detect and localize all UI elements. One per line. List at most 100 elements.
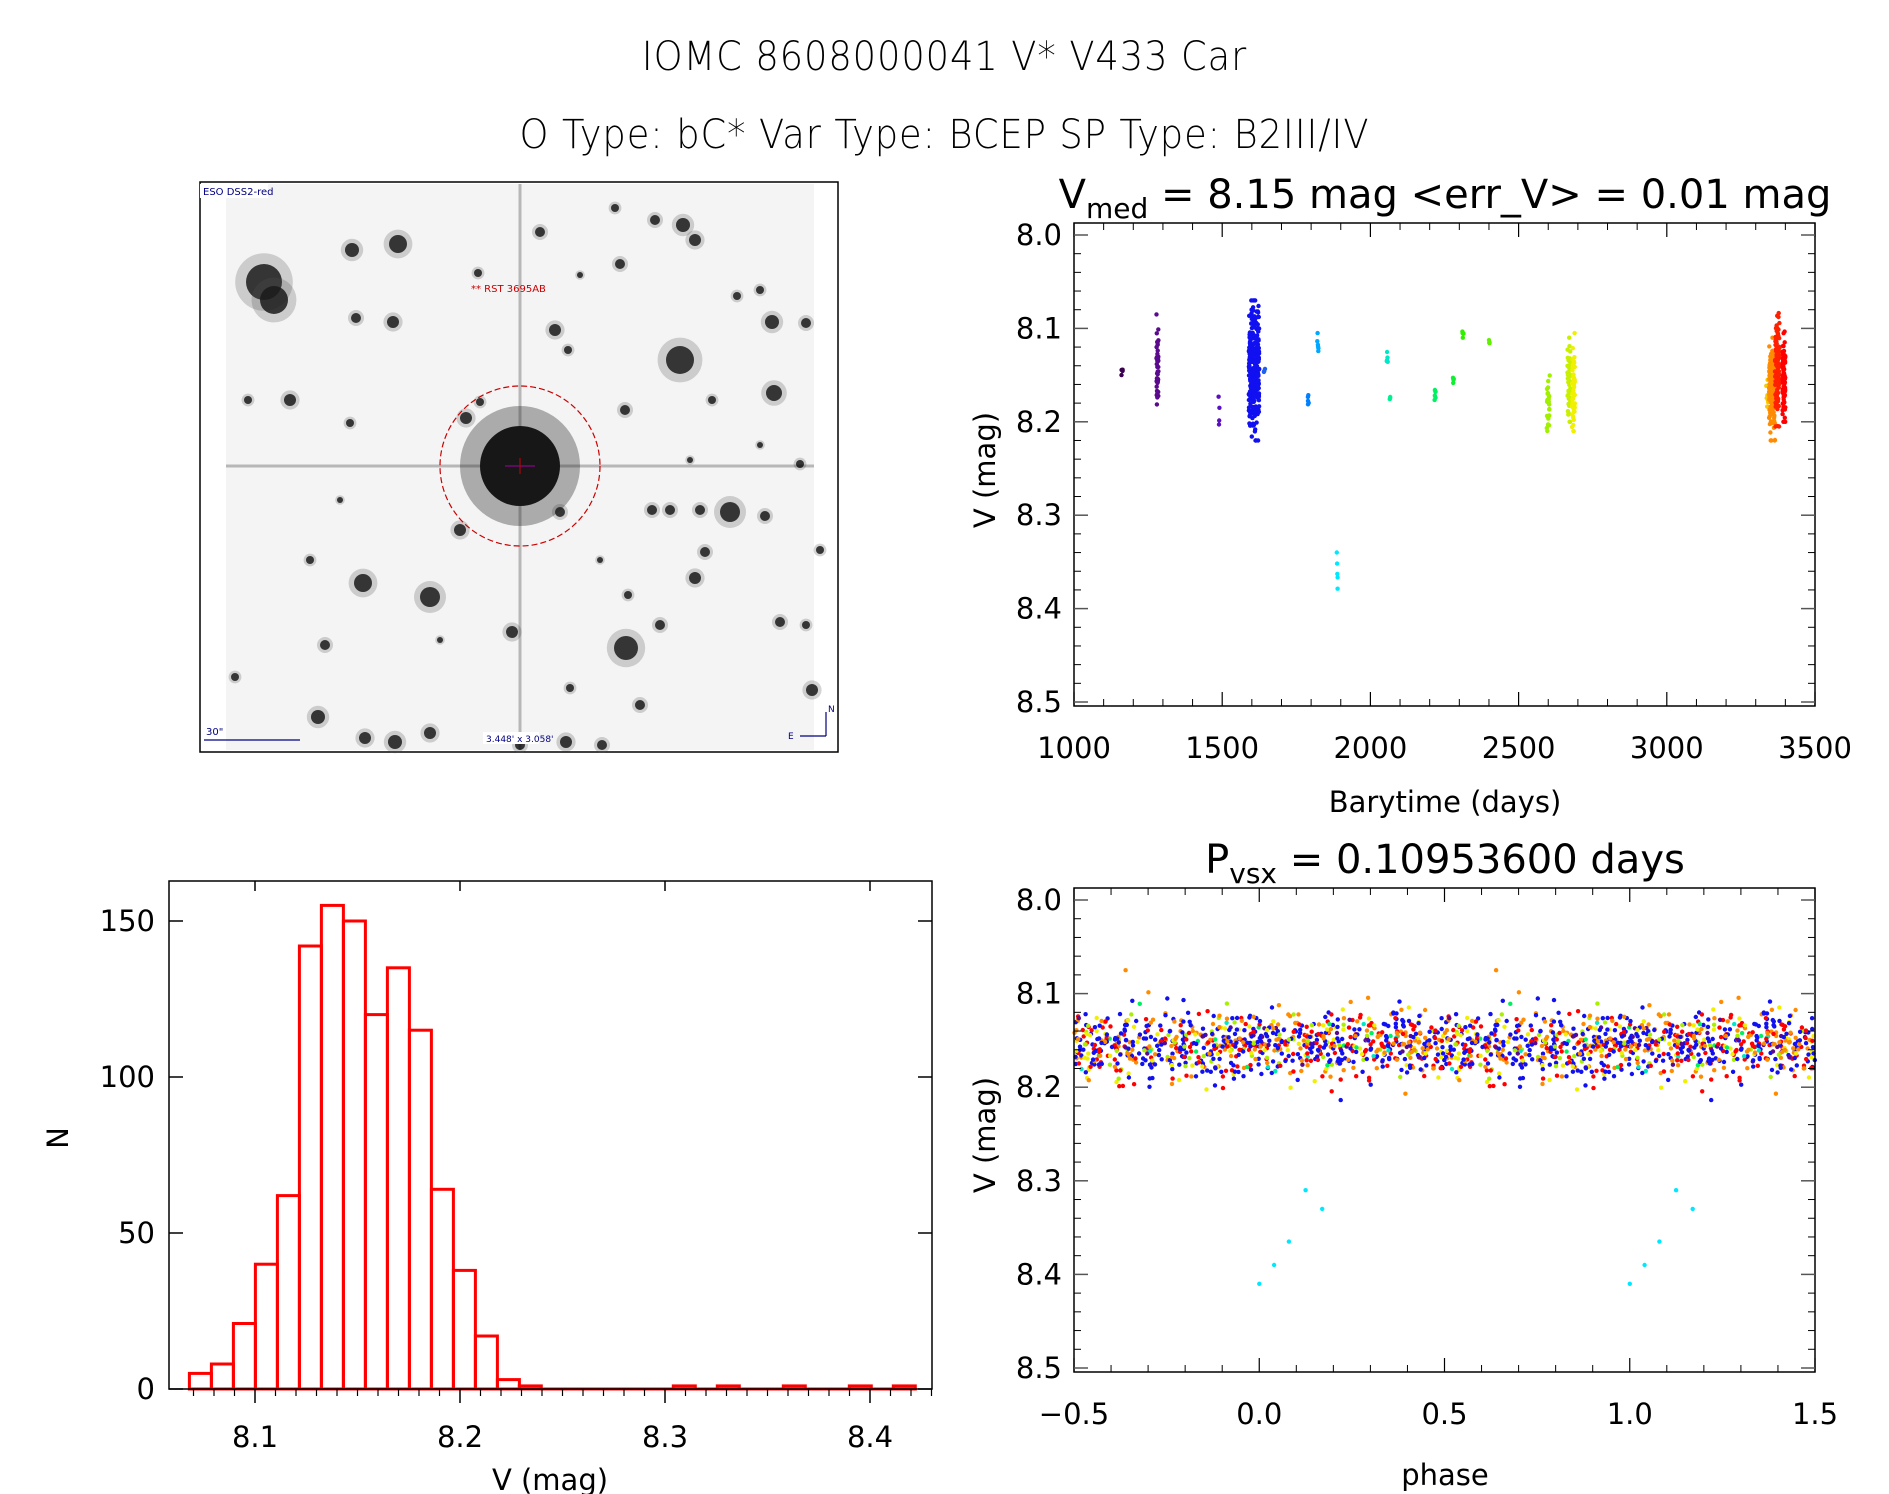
phased-title-main: P [1205,837,1229,883]
phased-point [1710,1051,1716,1056]
phased-point [1718,1034,1724,1040]
lightcurve-point [1247,358,1252,364]
phased-point [1235,1064,1240,1069]
phased-point [1737,1016,1742,1021]
phased-point [1717,1025,1722,1030]
phased-point [1211,1043,1217,1048]
phased-point [1453,1012,1459,1017]
phased-point [1483,1037,1488,1042]
lightcurve-point [1547,373,1552,378]
phased-point [1488,1052,1494,1057]
phased-point [1404,1070,1410,1075]
phased-point [1739,1030,1745,1036]
phased-point [1643,1068,1649,1074]
phased-point [1335,1058,1341,1064]
lightcurve-point [1774,341,1779,346]
phased-point [1554,1050,1560,1055]
phased-point [1369,1030,1374,1036]
star [244,396,252,404]
phased-point [1595,1016,1600,1021]
phased-point [1321,1023,1326,1028]
phased-point [1551,1019,1557,1024]
phased-point [1187,1044,1193,1050]
phased-point [1489,1031,1494,1036]
phased-point [1337,1042,1342,1048]
x-tick-label: 1.0 [1607,1397,1653,1431]
phased-point [1636,1064,1641,1070]
phased-point [1102,1039,1108,1045]
phased-point [1581,1056,1587,1062]
phased-point [1304,1058,1309,1063]
phased-point [1215,1051,1221,1057]
phased-point [1626,1062,1632,1067]
phased-point [1658,1085,1664,1090]
lightcurve-point [1255,438,1261,443]
lightcurve-point [1335,571,1340,577]
phased-point [1329,1012,1334,1017]
phased-point [1276,1003,1282,1008]
phased-point [1228,1048,1233,1054]
phased-point [1368,1042,1373,1047]
phased-point [1794,1051,1799,1056]
phased-point [1554,1073,1560,1078]
phased-point [1503,1056,1509,1061]
phased-point [1274,1037,1279,1042]
phased-point [1683,1079,1688,1084]
phased-point [1650,1051,1655,1056]
phased-point [1328,1074,1333,1079]
phased-point [1475,1032,1480,1037]
lightcurve-point [1570,396,1576,401]
phased-point [1792,1055,1797,1061]
lightcurve-point [1154,356,1159,361]
lightcurve-point [1315,344,1321,349]
lightcurve-point [1251,319,1256,325]
phased-point [1221,1038,1227,1044]
phased-point [1329,1062,1335,1067]
phased-point [1118,1031,1124,1036]
phased-point [1492,1027,1498,1032]
star [615,259,625,269]
phased-point [1699,1026,1704,1032]
star [306,556,314,564]
histogram-bar [319,903,345,1391]
phased-point [1717,1017,1723,1022]
phased-point [1455,1031,1460,1037]
phased-point [1806,1052,1811,1057]
phased-point [1310,1044,1315,1050]
phased-point [1755,1063,1761,1069]
phased-point [1804,1056,1809,1062]
lightcurve-point [1254,382,1259,387]
phased-point [1368,1082,1373,1087]
y-tick-label: 8.2 [1016,1070,1062,1104]
lightcurve-point [1775,361,1780,367]
y-tick-label: 8.5 [1016,685,1062,719]
lightcurve-point [1572,364,1577,370]
lightcurve-point [1546,413,1552,419]
phased-point [1666,1012,1672,1017]
phased-point [1488,1011,1493,1017]
phased-point [1725,1019,1730,1024]
phased-point [1299,1058,1305,1063]
phased-point [1291,1012,1296,1017]
phased-point [1200,1034,1205,1039]
phased-point [1723,1034,1729,1039]
phased-point [1383,1033,1389,1039]
x-tick-label: 2000 [1333,731,1407,765]
phased-point [1262,1048,1267,1053]
x-tick-label: −0.5 [1039,1397,1109,1431]
phased-point [1564,1041,1570,1047]
phased-point [1286,1053,1291,1059]
star [555,507,565,517]
phased-point [1304,1044,1309,1050]
phased-point [1133,1060,1139,1065]
phased-point [1404,1063,1409,1068]
phased-point [1288,1085,1293,1090]
phased-point [1738,1042,1744,1047]
phased-point [1354,1074,1359,1079]
phased-point [1538,1028,1543,1034]
phased-point [1548,1045,1554,1050]
phased-point [1129,1012,1134,1017]
phased-point [1158,1023,1163,1028]
histogram-bar [209,1362,235,1391]
phased-point [1666,1052,1671,1057]
